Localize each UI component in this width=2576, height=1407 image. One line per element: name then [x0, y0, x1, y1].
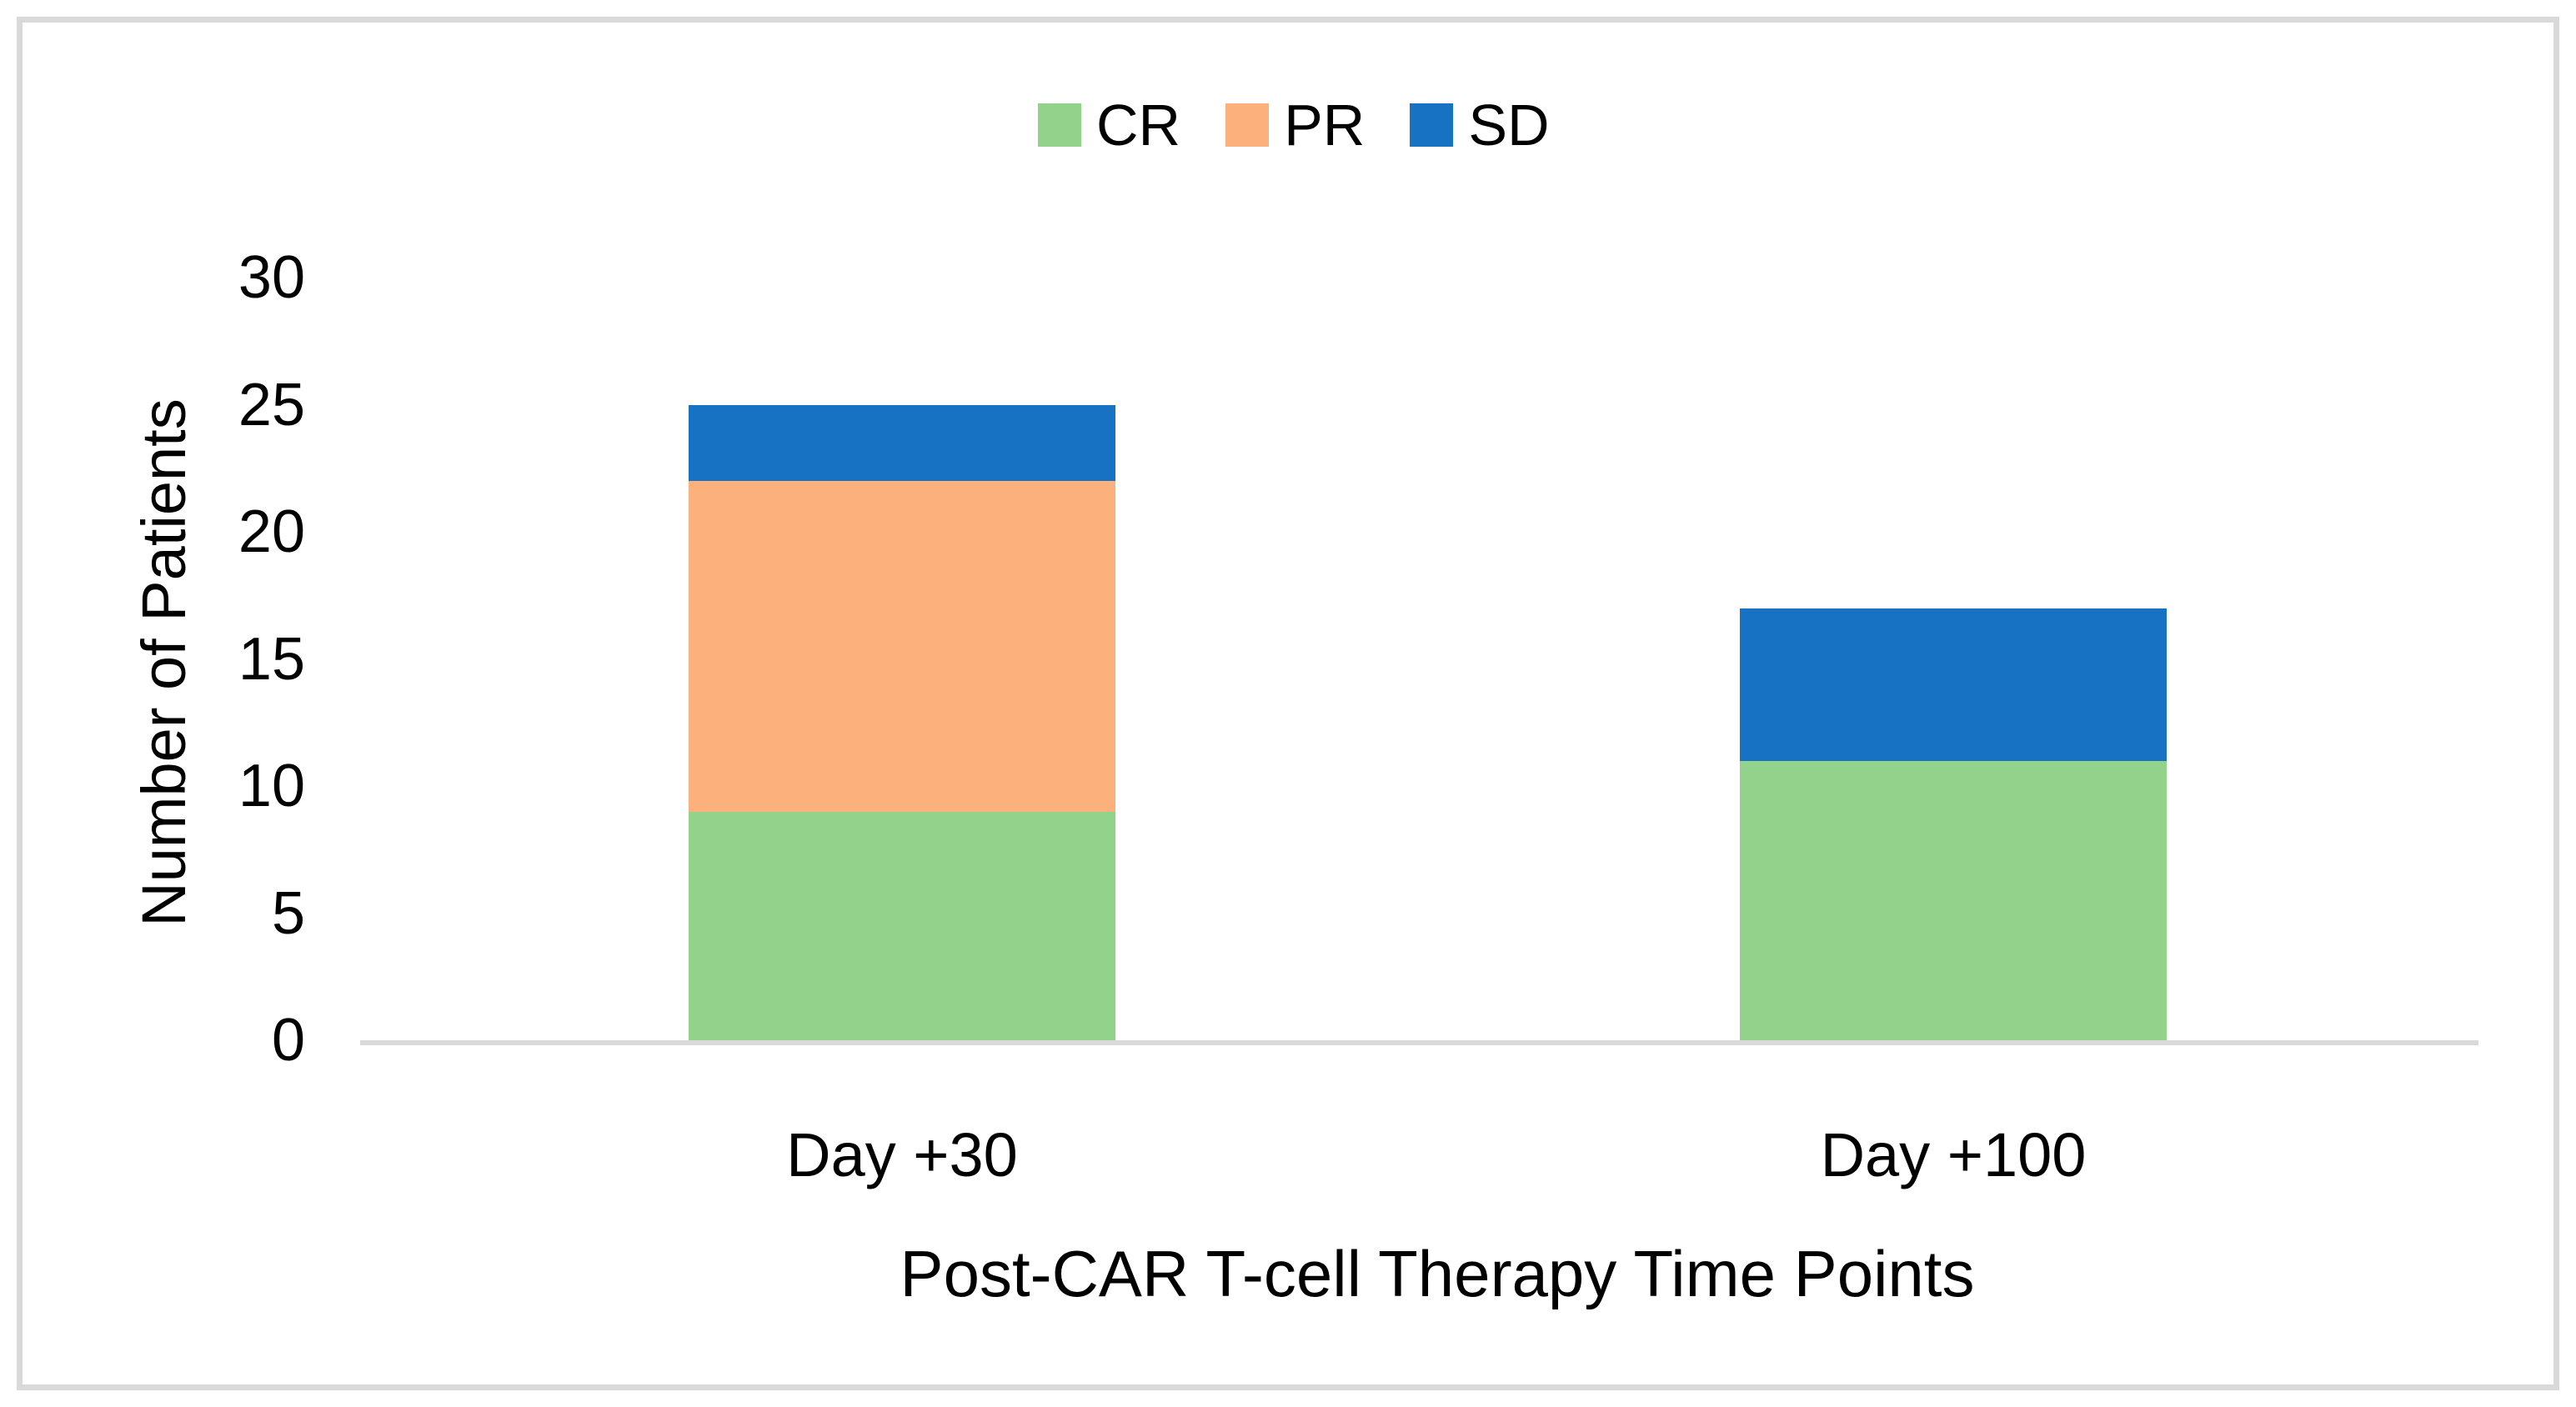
y-tick-label-10: 10 [238, 753, 305, 819]
bar-segment-day-30-pr [689, 481, 1115, 812]
legend-label-pr: PR [1284, 93, 1366, 158]
bar-segment-day-100-cr [1740, 760, 2167, 1040]
legend: CR PR SD [1038, 93, 1550, 158]
chart-frame-border [17, 17, 2559, 1390]
legend-swatch-pr [1225, 103, 1270, 147]
y-tick-label-20: 20 [238, 498, 305, 565]
x-category-label-day-100: Day +100 [1820, 1120, 2087, 1189]
x-category-label-day-30: Day +30 [786, 1120, 1018, 1189]
x-axis-line [360, 1040, 2478, 1045]
legend-swatch-cr [1038, 103, 1081, 147]
y-tick-label-25: 25 [238, 371, 305, 438]
legend-item-sd: SD [1410, 93, 1550, 158]
legend-swatch-sd [1410, 103, 1454, 147]
legend-label-sd: SD [1468, 93, 1550, 158]
x-axis-title: Post-CAR T-cell Therapy Time Points [900, 1237, 1975, 1310]
bar-segment-day-100-sd [1740, 608, 2167, 761]
legend-item-pr: PR [1225, 93, 1366, 158]
bar-segment-day-30-sd [689, 404, 1115, 481]
legend-item-cr: CR [1038, 93, 1181, 158]
y-tick-label-30: 30 [238, 244, 305, 311]
y-tick-label-15: 15 [238, 625, 305, 693]
y-tick-label-5: 5 [271, 879, 305, 947]
y-tick-label-0: 0 [271, 1007, 305, 1074]
legend-label-cr: CR [1096, 93, 1181, 158]
bar-segment-day-30-cr [689, 811, 1115, 1040]
